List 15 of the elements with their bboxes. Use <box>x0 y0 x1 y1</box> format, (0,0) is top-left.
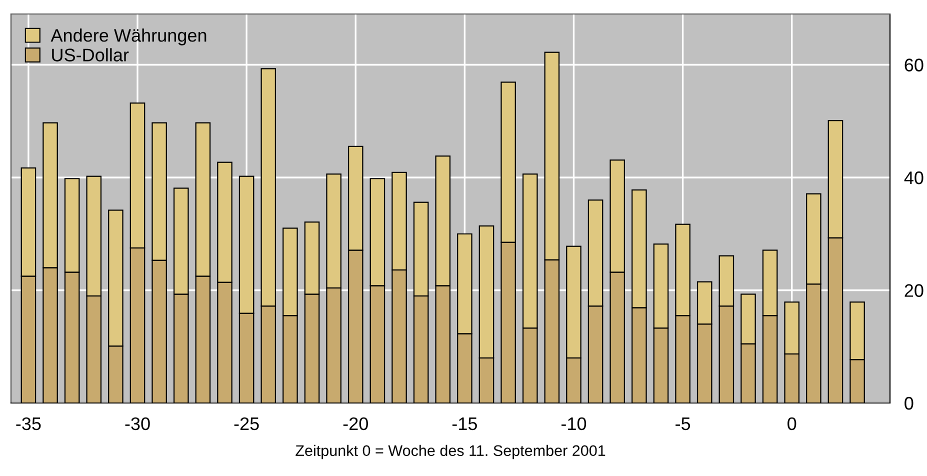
x-tick-label: -15 <box>452 418 477 430</box>
x-tick-label: -20 <box>343 417 368 430</box>
x-tick-label: -35 <box>16 417 41 430</box>
y-tick-label: 40 <box>904 171 924 184</box>
x-tick-label: -10 <box>561 417 586 430</box>
y-tick-label: 0 <box>904 396 914 410</box>
legend-label: Andere Währungen <box>50 28 206 46</box>
x-tick-label: -25 <box>234 417 259 430</box>
x-axis-title: Zeitpunkt 0 = Woche des 11. September 2001 <box>296 444 606 460</box>
legend-label: US-Dollar <box>52 48 129 62</box>
x-tick-label: -5 <box>676 418 690 430</box>
x-tick-label: 0 <box>788 417 796 430</box>
y-tick-label: 20 <box>904 284 924 297</box>
y-tick-label: 60 <box>904 58 924 72</box>
x-tick-label: -30 <box>125 417 150 430</box>
